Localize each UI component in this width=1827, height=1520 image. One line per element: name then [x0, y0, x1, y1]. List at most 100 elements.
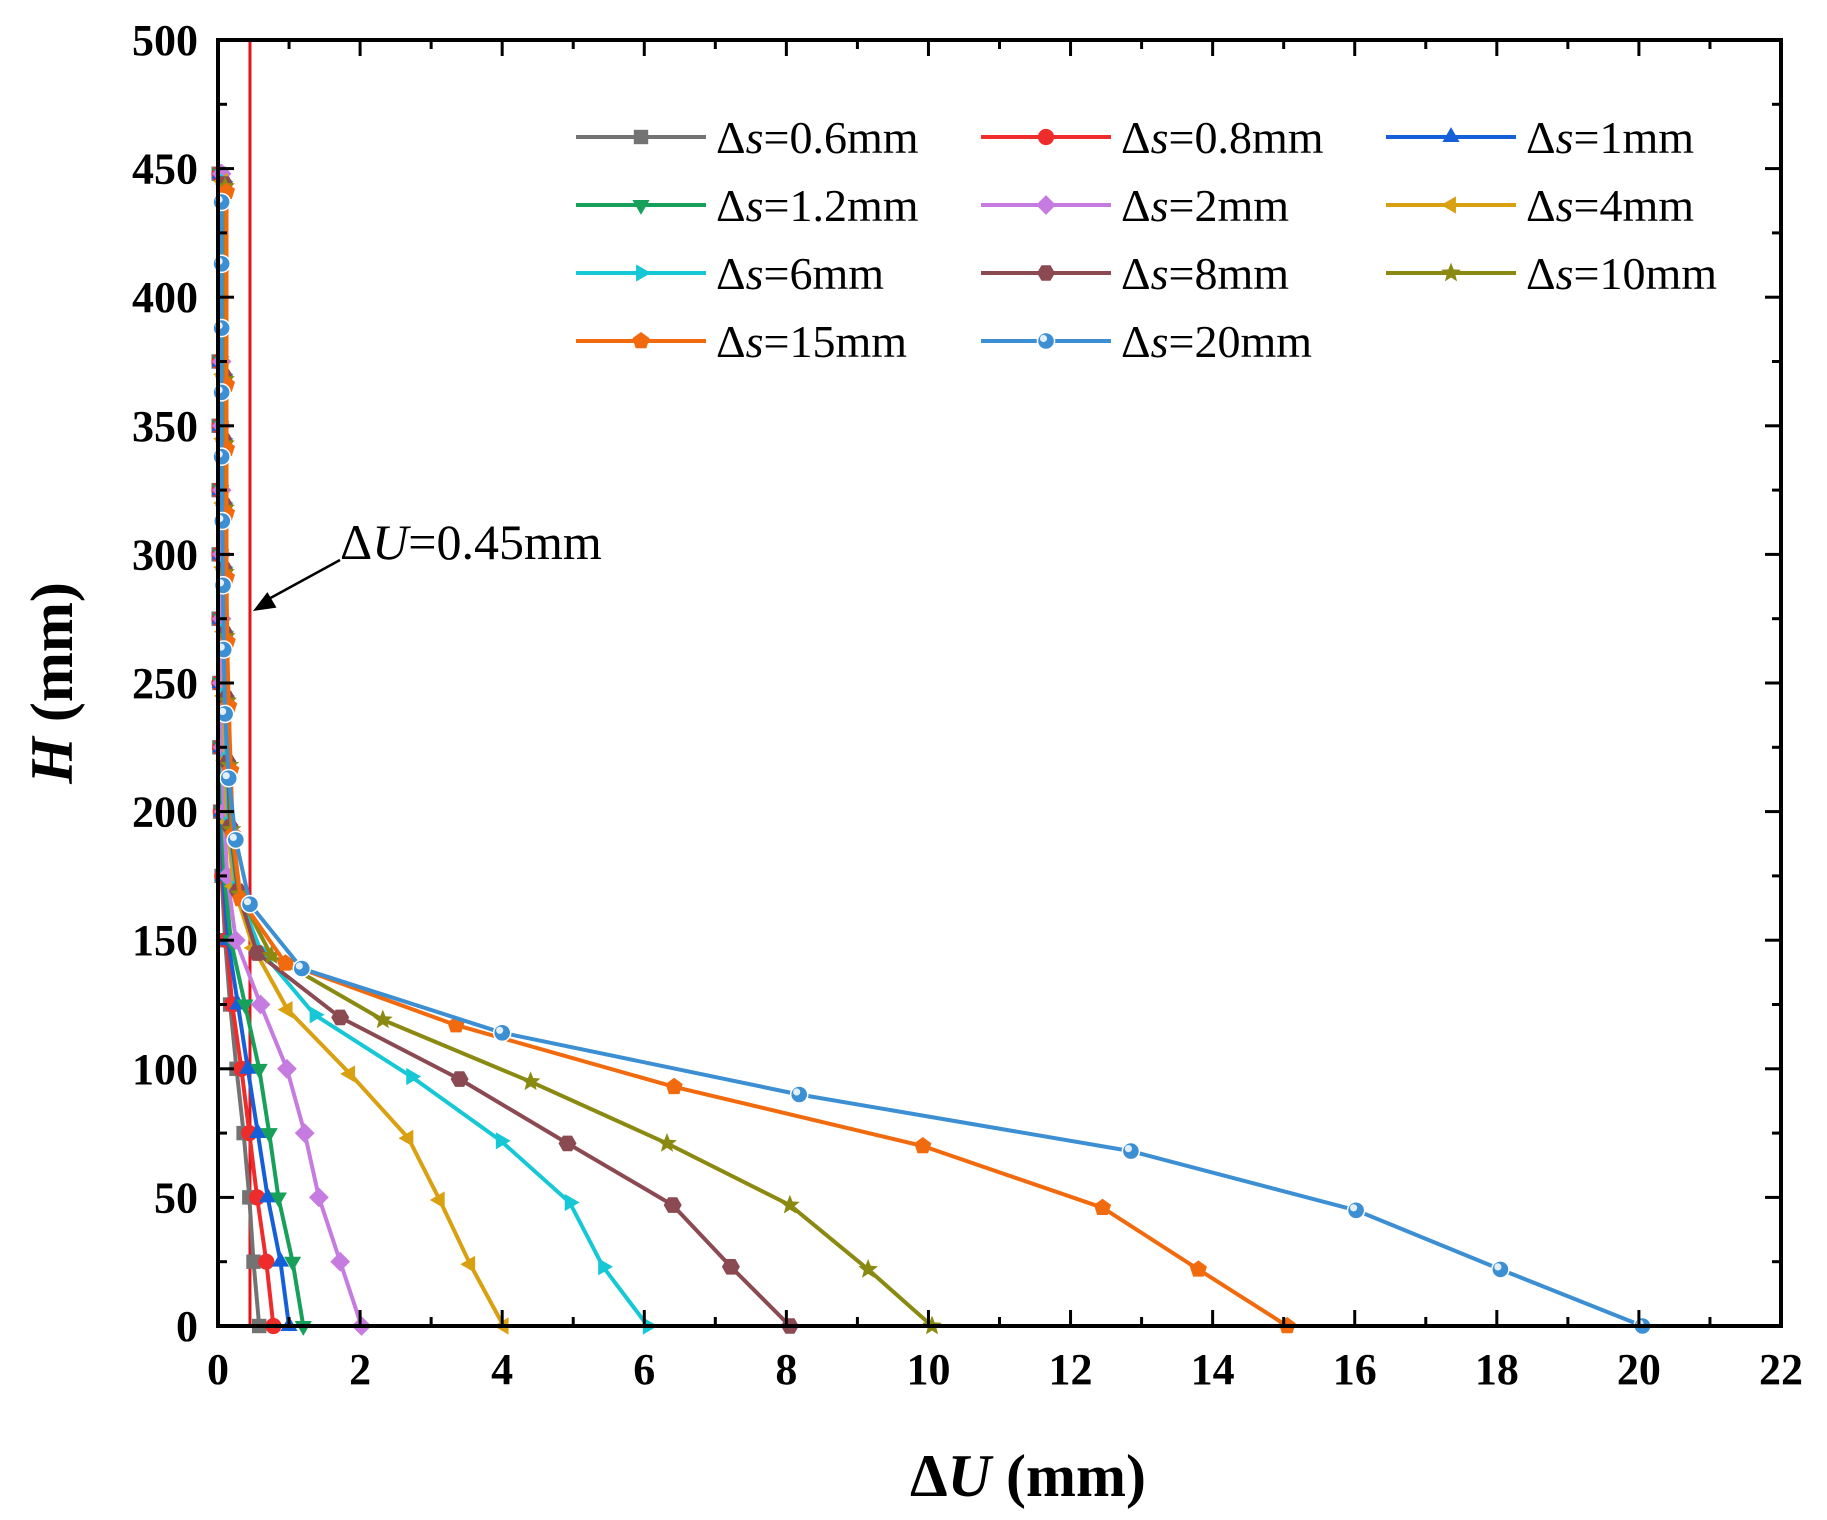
legend-value: =4mm — [1574, 180, 1695, 231]
legend-value: =8mm — [1169, 248, 1290, 299]
legend-var: s — [1151, 112, 1169, 163]
data-point — [239, 1058, 257, 1074]
data-point — [309, 1006, 325, 1024]
data-point — [598, 1258, 613, 1276]
legend-label: Δs=8mm — [1121, 248, 1289, 299]
legend-prefix: Δ — [1526, 112, 1556, 163]
data-point — [248, 945, 267, 961]
annotation-arrow-line — [264, 558, 341, 603]
data-point — [284, 1256, 302, 1272]
legend-entry: Δs=4mm — [1386, 180, 1694, 231]
data-point — [495, 1132, 511, 1150]
x-tick-label: 20 — [1617, 1345, 1661, 1394]
legend-marker — [1442, 127, 1460, 142]
data-point — [372, 1009, 393, 1029]
data-point — [331, 1009, 350, 1026]
data-point — [277, 1001, 293, 1019]
legend-marker — [1037, 128, 1055, 146]
data-point — [558, 1135, 577, 1152]
series-line — [219, 173, 364, 1327]
y-tick-label: 300 — [132, 530, 198, 579]
data-point — [663, 1197, 682, 1213]
data-point — [721, 1259, 740, 1275]
legend-value: =2mm — [1169, 180, 1290, 231]
data-point — [277, 1058, 297, 1079]
data-point — [1346, 1201, 1366, 1220]
x-axis-title-var: U — [948, 1443, 994, 1509]
data-point — [212, 254, 231, 274]
x-tick-label: 18 — [1475, 1345, 1519, 1394]
x-tick-label: 10 — [906, 1345, 950, 1394]
legend-var: s — [1151, 180, 1169, 231]
legend-label: Δs=10mm — [1526, 248, 1717, 299]
data-point — [520, 1071, 541, 1091]
data-point — [212, 318, 231, 338]
data-point — [276, 954, 295, 971]
data-point — [914, 1137, 932, 1154]
data-point — [260, 1128, 278, 1143]
legend-var: s — [1151, 316, 1169, 367]
data-point — [240, 894, 260, 914]
y-tick-label: 250 — [132, 659, 198, 708]
annotation-value: =0.45mm — [408, 514, 602, 570]
legend-value: =20mm — [1169, 316, 1313, 367]
data-point — [309, 1187, 329, 1208]
x-tick-label: 2 — [349, 1345, 371, 1394]
annotation-var: U — [372, 514, 411, 570]
data-point — [406, 1067, 422, 1086]
y-axis-title-var: H — [19, 735, 85, 785]
data-point — [269, 1192, 287, 1208]
legend-entry: Δs=10mm — [1386, 248, 1717, 299]
legend-prefix: Δ — [1121, 112, 1151, 163]
x-tick-label: 16 — [1333, 1345, 1377, 1394]
data-point — [271, 1251, 290, 1267]
y-tick-label: 50 — [154, 1173, 198, 1222]
data-point — [780, 1194, 800, 1214]
legend-var: s — [1556, 180, 1574, 231]
legend-marker — [1037, 265, 1055, 281]
data-point — [450, 1071, 469, 1087]
legend-var: s — [1556, 248, 1574, 299]
data-point — [261, 945, 282, 964]
legend-entry: Δs=6mm — [576, 248, 884, 299]
legend-entry: Δs=8mm — [981, 248, 1289, 299]
legend-marker — [636, 264, 651, 282]
data-point — [217, 866, 238, 886]
legend-prefix: Δ — [716, 316, 746, 367]
data-point — [246, 1254, 261, 1269]
data-point — [215, 704, 235, 724]
data-point — [330, 1251, 351, 1272]
legend-entry: Δs=20mm — [981, 316, 1312, 367]
legend-label: Δs=4mm — [1526, 180, 1694, 231]
legend-value: =1mm — [1574, 112, 1695, 163]
x-tick-label: 12 — [1049, 1345, 1093, 1394]
legend-var: s — [1151, 248, 1169, 299]
annotation-prefix: Δ — [340, 514, 372, 570]
y-tick-label: 200 — [132, 788, 198, 837]
data-point — [492, 1023, 512, 1043]
data-point — [1093, 1198, 1112, 1215]
data-point — [294, 1321, 312, 1336]
y-tick-label: 350 — [132, 402, 198, 451]
x-tick-label: 14 — [1191, 1345, 1235, 1394]
data-point — [250, 1063, 268, 1079]
legend-marker — [1036, 195, 1056, 215]
annotation-arrow-head — [253, 592, 277, 611]
legend-label: Δs=1mm — [1526, 112, 1694, 163]
data-point — [564, 1193, 580, 1212]
y-tick-label: 0 — [176, 1302, 198, 1351]
data-point — [789, 1085, 809, 1104]
data-point — [250, 994, 271, 1015]
legend-value: =15mm — [764, 316, 908, 367]
data-point — [259, 1187, 277, 1203]
y-axis-title-unit: (mm) — [19, 582, 85, 737]
data-point — [858, 1259, 878, 1278]
series-5 — [211, 163, 372, 1336]
data-point — [1189, 1260, 1207, 1277]
legend-entry: Δs=0.6mm — [576, 112, 919, 163]
legend-value: =10mm — [1574, 248, 1718, 299]
legend-var: s — [1556, 112, 1574, 163]
data-point — [212, 192, 231, 212]
